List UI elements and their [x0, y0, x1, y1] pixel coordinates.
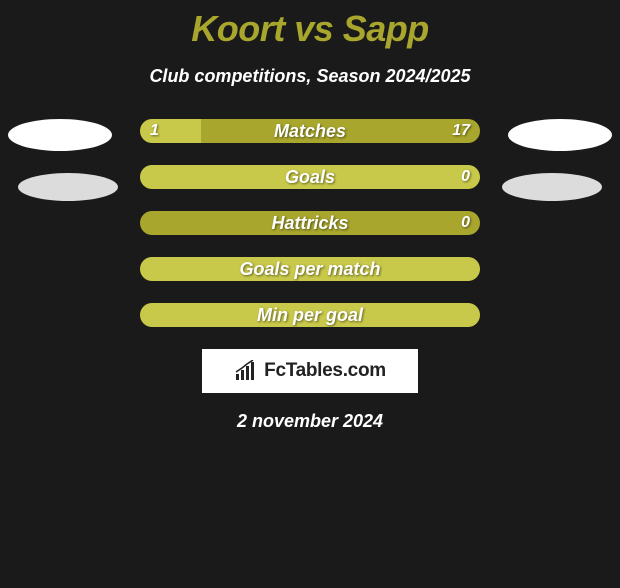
player-right-avatar	[508, 119, 612, 151]
bar-value-right: 0	[461, 211, 470, 235]
bar-value-left: 1	[150, 119, 159, 143]
stat-bar: Goals0	[140, 165, 480, 189]
bar-value-right: 17	[452, 119, 470, 143]
bar-track: Min per goal	[140, 303, 480, 327]
stat-bar: Goals per match	[140, 257, 480, 281]
date-line: 2 november 2024	[0, 411, 620, 432]
bar-track: Hattricks0	[140, 211, 480, 235]
bar-label: Matches	[140, 119, 480, 143]
bar-track: Matches1 17	[140, 119, 480, 143]
bar-label: Goals	[140, 165, 480, 189]
bar-value-right: 0	[461, 165, 470, 189]
bar-label: Hattricks	[140, 211, 480, 235]
bar-label: Min per goal	[140, 303, 480, 327]
page-subtitle: Club competitions, Season 2024/2025	[0, 66, 620, 87]
stat-bar: Min per goal	[140, 303, 480, 327]
player-left-avatar-shadow	[18, 173, 118, 201]
player-left-avatar	[8, 119, 112, 151]
logo-box: FcTables.com	[202, 349, 418, 393]
stat-bar: Matches1 17	[140, 119, 480, 143]
comparison-area: Matches117Goals0Hattricks0Goals per matc…	[0, 119, 620, 327]
logo-text: FcTables.com	[264, 360, 386, 382]
bar-label: Goals per match	[140, 257, 480, 281]
chart-icon	[234, 360, 260, 382]
player-right-avatar-shadow	[502, 173, 602, 201]
page-title: Koort vs Sapp	[0, 8, 620, 50]
bar-track: Goals0	[140, 165, 480, 189]
stat-bar: Hattricks0	[140, 211, 480, 235]
bar-track: Goals per match	[140, 257, 480, 281]
